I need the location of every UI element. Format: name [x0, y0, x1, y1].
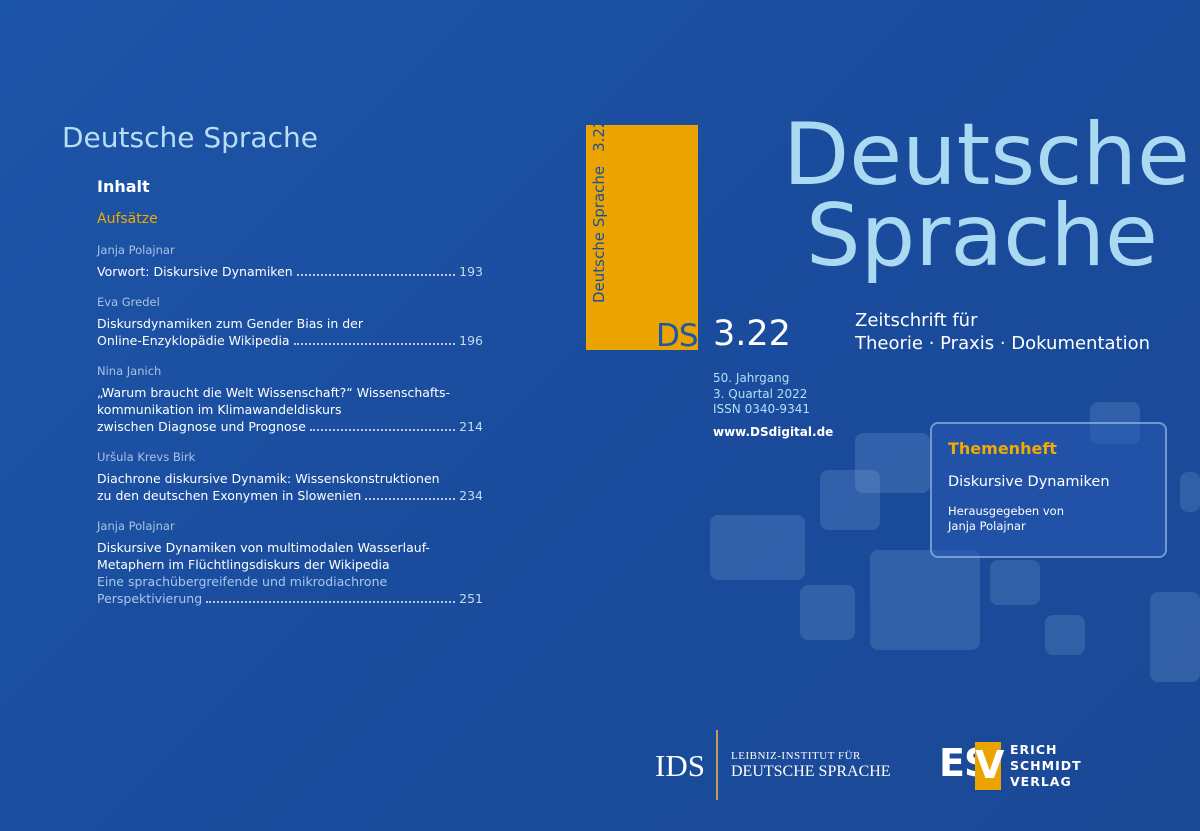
- entry-title: Online-Enzyklopädie Wikipedia 196: [97, 332, 483, 349]
- entry-author: Janja Polajnar: [97, 243, 175, 257]
- decor: [870, 550, 980, 650]
- dot-leader: [309, 418, 456, 431]
- page-number: 193: [459, 264, 483, 279]
- entry-text: Vorwort: Diskursive Dynamiken: [97, 264, 293, 279]
- dot-leader: [365, 487, 456, 500]
- decor: [710, 515, 805, 580]
- ids-divider: [716, 730, 718, 800]
- entry-title: „Warum braucht die Welt Wissenschaft?“ W…: [97, 384, 483, 401]
- entry-author: Uršula Krevs Birk: [97, 450, 196, 464]
- dot-leader: [206, 590, 456, 603]
- esv-name: VERLAG: [1010, 774, 1072, 789]
- page-number: 251: [459, 591, 483, 606]
- issue-info-line: 50. Jahrgang: [713, 371, 790, 385]
- decor: [1045, 615, 1085, 655]
- subtitle: Theorie · Praxis · Dokumentation: [855, 333, 1151, 354]
- entry-title: zu den deutschen Exonymen in Slowenien 23…: [97, 487, 483, 504]
- entry-title: Diachrone diskursive Dynamik: Wissenskon…: [97, 470, 483, 487]
- entry-text: Metaphern im Flüchtlingsdiskurs der Wiki…: [97, 557, 390, 572]
- ids-logo: IDS: [655, 748, 705, 783]
- decor: [820, 470, 880, 530]
- entry-text: Diskursive Dynamiken von multimodalen Wa…: [97, 540, 430, 555]
- entry-text: zwischen Diagnose und Prognose: [97, 419, 306, 434]
- section-heading: Aufsätze: [97, 211, 158, 227]
- box-editor: Janja Polajnar: [948, 519, 1026, 533]
- issue-info-line: ISSN 0340-9341: [713, 402, 810, 416]
- decor: [1180, 472, 1200, 512]
- subtitle: Zeitschrift für: [855, 310, 978, 331]
- decor: [855, 433, 930, 493]
- abbr: DS: [656, 318, 699, 354]
- decor: [1150, 592, 1200, 682]
- entry-text: „Warum braucht die Welt Wissenschaft?“ W…: [97, 385, 451, 400]
- entry-title: Diskursdynamiken zum Gender Bias in der: [97, 315, 483, 332]
- entry-subtitle: Eine sprachübergreifende und mikrodiachr…: [97, 573, 483, 590]
- entry-subtitle: Perspektivierung 251: [97, 590, 483, 607]
- url: www.DSdigital.de: [713, 425, 834, 439]
- front-title: Sprache: [806, 186, 1158, 286]
- entry-title: Diskursive Dynamiken von multimodalen Wa…: [97, 539, 483, 556]
- entry-text: Diskursdynamiken zum Gender Bias in der: [97, 316, 363, 331]
- esv-name: SCHMIDT: [1010, 758, 1082, 773]
- page-number: 214: [459, 419, 483, 434]
- box-editor-intro: Herausgegeben von: [948, 504, 1064, 518]
- back-title: Deutsche Sprache: [62, 121, 318, 154]
- entry-text: zu den deutschen Exonymen in Slowenien: [97, 488, 362, 503]
- issue: 3.22: [713, 314, 791, 354]
- contents-heading: Inhalt: [97, 177, 150, 196]
- dot-leader: [293, 332, 456, 345]
- front-title: Deutsche: [783, 105, 1190, 205]
- entry-text: Online-Enzyklopädie Wikipedia: [97, 333, 290, 348]
- esv-logo-accent: V: [975, 742, 1004, 790]
- spine-issue: 3.22: [590, 118, 608, 152]
- ids-name: DEUTSCHE SPRACHE: [731, 763, 891, 780]
- spine-band: [586, 125, 698, 350]
- ids-name: LEIBNIZ-INSTITUT FÜR: [731, 750, 861, 762]
- page-number: 196: [459, 333, 483, 348]
- decor: [800, 585, 855, 640]
- page-number: 234: [459, 488, 483, 503]
- spine-text: Deutsche Sprache 3.22: [590, 118, 608, 303]
- entry-title: Metaphern im Flüchtlingsdiskurs der Wiki…: [97, 556, 483, 573]
- entry-title: kommunikation im Klimawandeldiskurs: [97, 401, 483, 418]
- entry-author: Janja Polajnar: [97, 519, 175, 533]
- entry-title: Vorwort: Diskursive Dynamiken 193: [97, 263, 483, 280]
- entry-title: zwischen Diagnose und Prognose 214: [97, 418, 483, 435]
- spine-title: Deutsche Sprache: [590, 165, 608, 303]
- esv-name: ERICH: [1010, 742, 1058, 757]
- entry-text: Eine sprachübergreifende und mikrodiachr…: [97, 574, 388, 589]
- entry-author: Eva Gredel: [97, 295, 160, 309]
- topic-box: Themenheft Diskursive Dynamiken Herausge…: [930, 422, 1167, 558]
- box-label: Themenheft: [948, 439, 1057, 458]
- entry-author: Nina Janich: [97, 364, 162, 378]
- issue-info-line: 3. Quartal 2022: [713, 386, 808, 401]
- entry-text: Diachrone diskursive Dynamik: Wissenskon…: [97, 471, 440, 486]
- box-topic: Diskursive Dynamiken: [948, 474, 1110, 490]
- decor: [990, 560, 1040, 605]
- dot-leader: [296, 263, 456, 276]
- entry-text: kommunikation im Klimawandeldiskurs: [97, 402, 342, 417]
- entry-text: Perspektivierung: [97, 591, 203, 606]
